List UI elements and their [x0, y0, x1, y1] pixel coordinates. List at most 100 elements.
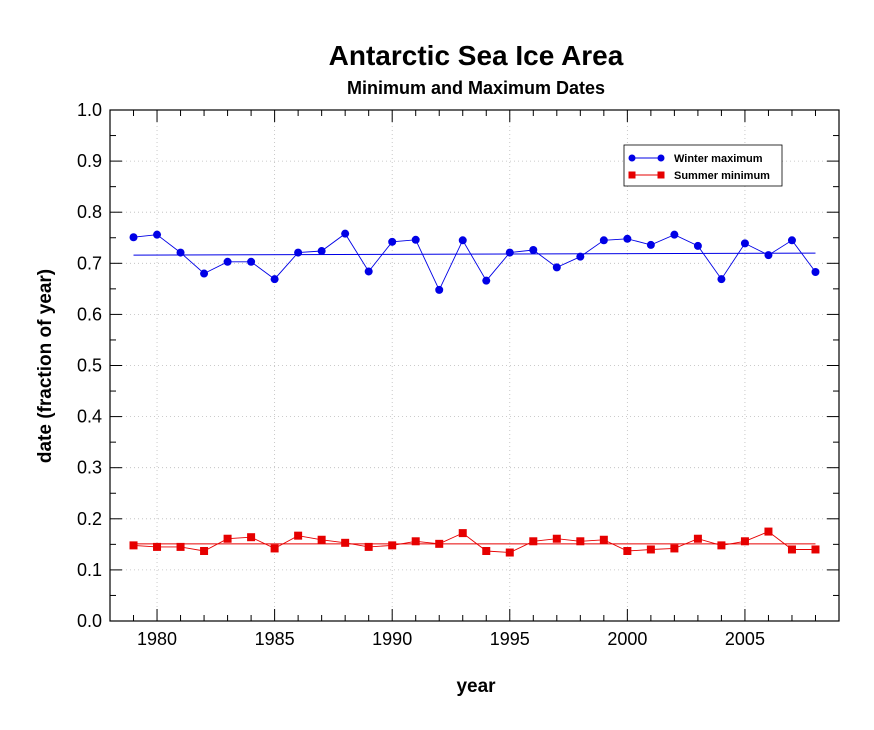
data-point-summer [294, 531, 303, 540]
axis-ticks [109, 109, 840, 622]
y-tick-label: 0.2 [77, 509, 102, 529]
data-point-winter [247, 257, 256, 266]
data-point-winter [223, 257, 232, 266]
y-tick-label: 0.3 [77, 458, 102, 478]
data-point-winter [740, 239, 749, 248]
y-tick-label: 0.5 [77, 356, 102, 376]
y-axis-label: date (fraction of year) [35, 269, 56, 463]
y-tick-labels: 0.0 0.1 0.2 0.3 0.4 0.5 0.6 0.7 0.8 0.9 1.0 [77, 100, 102, 631]
data-point-winter [176, 248, 185, 257]
data-point-summer [458, 529, 467, 538]
data-point-summer [411, 537, 420, 546]
x-tick-labels: 1980 1985 1990 1995 2000 2005 [137, 629, 765, 649]
legend-label-winter: Winter maximum [674, 153, 763, 165]
data-point-winter [717, 275, 726, 284]
legend-label-summer: Summer minimum [674, 170, 770, 182]
legend-marker-summer [657, 171, 665, 179]
data-point-winter [411, 235, 420, 244]
data-point-winter [200, 269, 209, 278]
y-tick-label: 0.0 [77, 611, 102, 631]
data-point-summer [529, 537, 538, 546]
data-point-winter [341, 229, 350, 238]
data-point-winter [646, 240, 655, 249]
data-point-summer [623, 546, 632, 555]
data-point-winter [270, 275, 279, 284]
data-point-winter [129, 233, 138, 242]
y-tick-label: 0.9 [77, 151, 102, 171]
data-point-winter [388, 237, 397, 246]
data-point-winter [294, 248, 303, 257]
legend-box [623, 144, 783, 187]
x-tick-label: 2005 [725, 629, 765, 649]
y-tick-label: 0.8 [77, 202, 102, 222]
data-point-summer [646, 545, 655, 554]
trend-line-winter [133, 252, 816, 256]
x-tick-label: 1990 [372, 629, 412, 649]
y-tick-label: 0.6 [77, 304, 102, 324]
data-point-winter [482, 276, 491, 285]
y-tick-label: 0.4 [77, 407, 102, 427]
x-axis-label: year [456, 676, 496, 697]
data-point-winter [811, 267, 820, 276]
data-point-summer [270, 544, 279, 553]
data-point-winter [576, 252, 585, 261]
data-point-summer [482, 546, 491, 555]
x-tick-label: 2000 [607, 629, 647, 649]
series-winter [129, 229, 820, 294]
data-point-winter [317, 247, 326, 256]
data-point-winter [458, 236, 467, 245]
data-point-summer [670, 544, 679, 553]
data-point-summer [505, 548, 514, 557]
data-point-summer [717, 541, 726, 550]
data-point-summer [576, 537, 585, 546]
data-point-summer [317, 535, 326, 544]
data-point-summer [693, 534, 702, 543]
data-point-winter [623, 234, 632, 243]
data-point-summer [341, 538, 350, 547]
data-point-winter [529, 246, 538, 255]
data-point-winter [764, 251, 773, 260]
legend-marker-winter [628, 154, 636, 162]
data-point-winter [435, 285, 444, 294]
data-point-summer [364, 542, 373, 551]
data-point-winter [787, 236, 796, 245]
chart-title: Antarctic Sea Ice Area [329, 40, 624, 71]
data-point-winter [693, 241, 702, 250]
series-summer [129, 527, 820, 557]
y-tick-label: 0.1 [77, 560, 102, 580]
data-point-winter [364, 267, 373, 276]
series-layer [129, 229, 820, 557]
chart-subtitle: Minimum and Maximum Dates [347, 78, 605, 98]
data-point-winter [552, 263, 561, 272]
x-tick-label: 1980 [137, 629, 177, 649]
data-point-summer [740, 537, 749, 546]
grid [110, 110, 839, 621]
legend-marker-summer [628, 171, 636, 179]
data-point-winter [153, 230, 162, 239]
data-point-winter [670, 230, 679, 239]
data-point-winter [505, 248, 514, 257]
legend: Winter maximum Summer minimum [623, 144, 783, 187]
legend-item-winter: Winter maximum [628, 153, 763, 165]
data-point-summer [435, 539, 444, 548]
data-point-summer [388, 541, 397, 550]
series-line-summer [133, 531, 816, 553]
x-tick-label: 1995 [490, 629, 530, 649]
data-point-summer [787, 545, 796, 554]
data-point-winter [599, 236, 608, 245]
series-line-winter [133, 233, 816, 291]
data-point-summer [247, 533, 256, 542]
data-point-summer [764, 527, 773, 536]
y-tick-label: 1.0 [77, 100, 102, 120]
x-tick-label: 1985 [255, 629, 295, 649]
data-point-summer [599, 535, 608, 544]
data-point-summer [223, 534, 232, 543]
legend-item-summer: Summer minimum [628, 170, 770, 182]
legend-marker-winter [657, 154, 665, 162]
y-tick-label: 0.7 [77, 253, 102, 273]
data-point-summer [153, 542, 162, 551]
data-point-summer [552, 534, 561, 543]
data-point-summer [811, 545, 820, 554]
data-point-summer [176, 542, 185, 551]
